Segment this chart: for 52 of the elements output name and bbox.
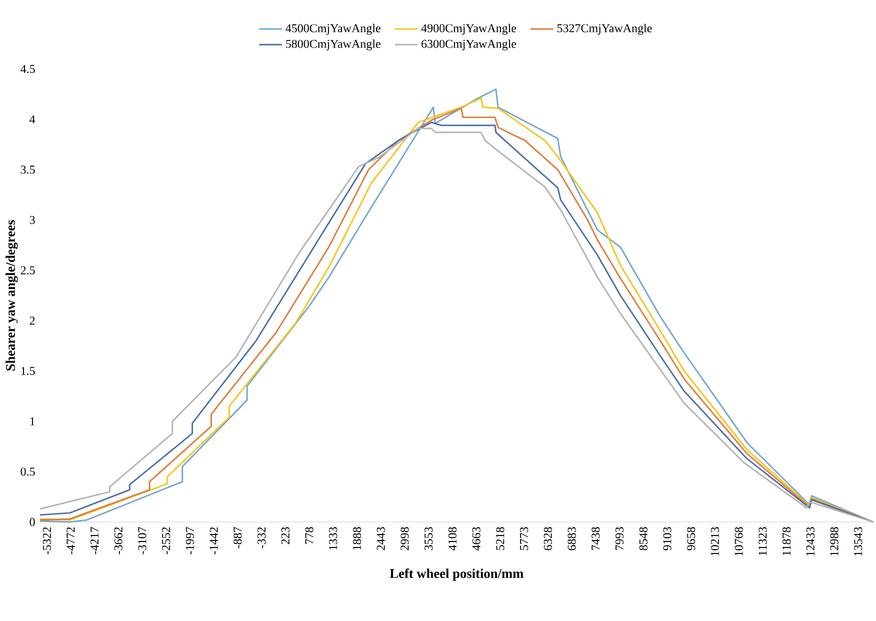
- x-tick-label: 11878: [782, 527, 791, 556]
- x-tick-label: -4217: [90, 527, 98, 554]
- x-tick-label: 1888: [352, 527, 362, 550]
- legend-label: 4900CmjYawAngle: [421, 24, 516, 35]
- y-tick-label: 4: [30, 115, 36, 124]
- x-axis-title: Left wheel position/mm: [390, 568, 524, 581]
- x-tick-label: 7993: [615, 527, 624, 550]
- x-tick-label: 6883: [568, 527, 576, 550]
- x-tick-label: 778: [305, 527, 314, 544]
- legend-label: 5327CmjYawAngle: [557, 24, 652, 35]
- x-tick-label: 7438: [592, 527, 600, 550]
- x-tick-label: -5322: [42, 527, 52, 554]
- y-tick-label: 4.5: [20, 64, 35, 74]
- legend-label: 5800CmjYawAngle: [286, 39, 380, 50]
- x-tick-label: 223: [281, 527, 290, 544]
- y-tick-label: 2.5: [20, 266, 35, 274]
- x-tick-label: 10768: [734, 527, 743, 556]
- x-tick-label: 1333: [329, 527, 338, 550]
- legend-label: 6300CmjYawAngle: [422, 39, 516, 50]
- y-tick-label: 1: [30, 417, 35, 426]
- y-tick-label: 2: [30, 316, 35, 325]
- x-tick-label: 8548: [639, 527, 648, 550]
- x-tick-label: -887: [234, 527, 242, 548]
- legend-label: 4500CmjYawAngle: [286, 24, 380, 35]
- x-tick-label: 10213: [710, 527, 720, 556]
- y-tick-label: 1.5: [21, 366, 35, 376]
- x-tick-label: 12988: [830, 527, 838, 556]
- x-tick-label: -2552: [162, 527, 170, 554]
- x-tick-label: 5218: [496, 527, 504, 550]
- x-tick-label: 13543: [854, 527, 862, 556]
- x-tick-label: 6328: [544, 527, 552, 550]
- x-tick-label: 3553: [424, 527, 433, 550]
- x-tick-label: 9103: [663, 527, 672, 550]
- y-tick-label: 3.5: [20, 166, 35, 174]
- y-tick-label: 0: [30, 518, 35, 526]
- x-tick-label: 4663: [472, 527, 480, 550]
- x-tick-label: -1997: [186, 527, 194, 554]
- x-tick-label: 2998: [400, 527, 409, 550]
- y-axis-title: Shearer yaw angle/degrees: [6, 220, 18, 370]
- x-tick-label: -3662: [114, 527, 122, 554]
- x-tick-label: -1442: [210, 527, 218, 554]
- x-tick-label: 9658: [687, 527, 696, 550]
- x-tick-label: 5773: [520, 527, 528, 550]
- x-tick-label: 4108: [448, 527, 457, 550]
- x-tick-label: -3107: [138, 527, 146, 554]
- x-tick-label: 12433: [806, 527, 814, 556]
- y-tick-label: 3: [30, 216, 35, 224]
- x-tick-label: 2443: [376, 527, 385, 550]
- x-tick-label: -4772: [66, 527, 75, 554]
- x-tick-label: -332: [258, 527, 266, 548]
- x-tick-label: 11323: [758, 527, 767, 556]
- y-tick-label: 0.5: [20, 468, 35, 476]
